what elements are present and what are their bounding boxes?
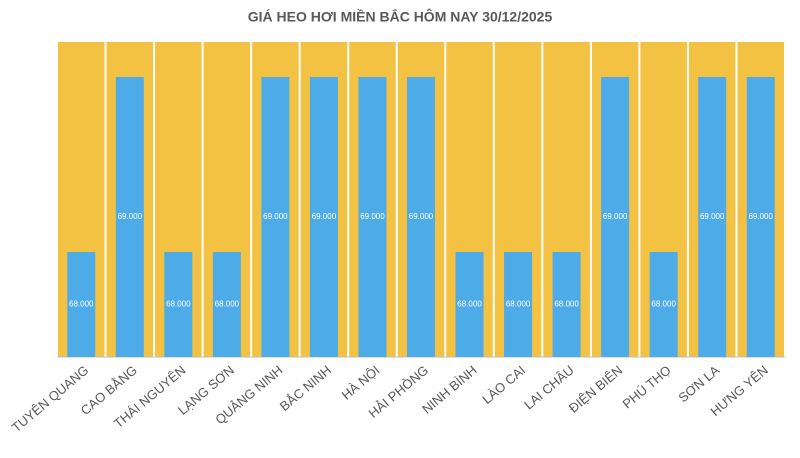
value-label: 69.000	[263, 212, 288, 221]
bar	[261, 77, 290, 357]
value-label: 69.000	[700, 212, 725, 221]
bar	[407, 77, 435, 357]
value-label: 69.000	[312, 212, 337, 221]
bar	[212, 252, 241, 357]
value-label: 68.000	[554, 300, 579, 309]
value-label: 69.000	[360, 212, 385, 221]
value-label: 68.000	[651, 300, 676, 309]
bar	[67, 252, 96, 357]
value-label: 68.000	[506, 300, 531, 309]
bar	[698, 77, 727, 357]
value-label: 69.000	[748, 212, 773, 221]
value-label: 68.000	[166, 300, 191, 309]
bar	[649, 252, 678, 357]
value-label: 69.000	[603, 212, 628, 221]
bar	[309, 77, 338, 357]
bar	[358, 77, 387, 357]
chart-title: GIÁ HEO HƠI MIỀN BẮC HÔM NAY 30/12/2025	[248, 8, 553, 25]
bar	[552, 252, 581, 357]
bar	[164, 252, 193, 357]
value-label: 69.000	[409, 212, 434, 221]
bar	[601, 77, 630, 357]
bar	[504, 252, 533, 357]
bar	[746, 77, 775, 357]
value-label: 68.000	[69, 300, 94, 309]
value-label: 68.000	[457, 300, 482, 309]
value-label: 68.000	[215, 300, 240, 309]
value-label: 69.000	[118, 212, 143, 221]
bar	[455, 252, 484, 357]
bar	[115, 77, 144, 357]
